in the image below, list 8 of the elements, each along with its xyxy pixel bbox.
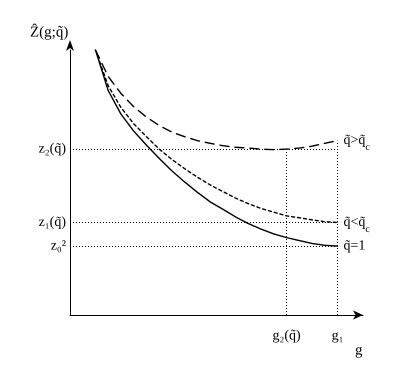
ref-line-label: z₁(q̃) [38, 215, 66, 230]
series-label: q̃=1 [344, 238, 366, 254]
x-tick-label: g₂(q̃) [272, 328, 301, 344]
x-tick-label: g₁ [332, 328, 344, 344]
ref-line-label: z₂(q̃) [38, 142, 66, 157]
y-axis-title: Ẑ(g;q̃) [30, 24, 68, 40]
ref-line-label: z₀² [50, 238, 66, 254]
x-axis-title: g [355, 342, 363, 358]
